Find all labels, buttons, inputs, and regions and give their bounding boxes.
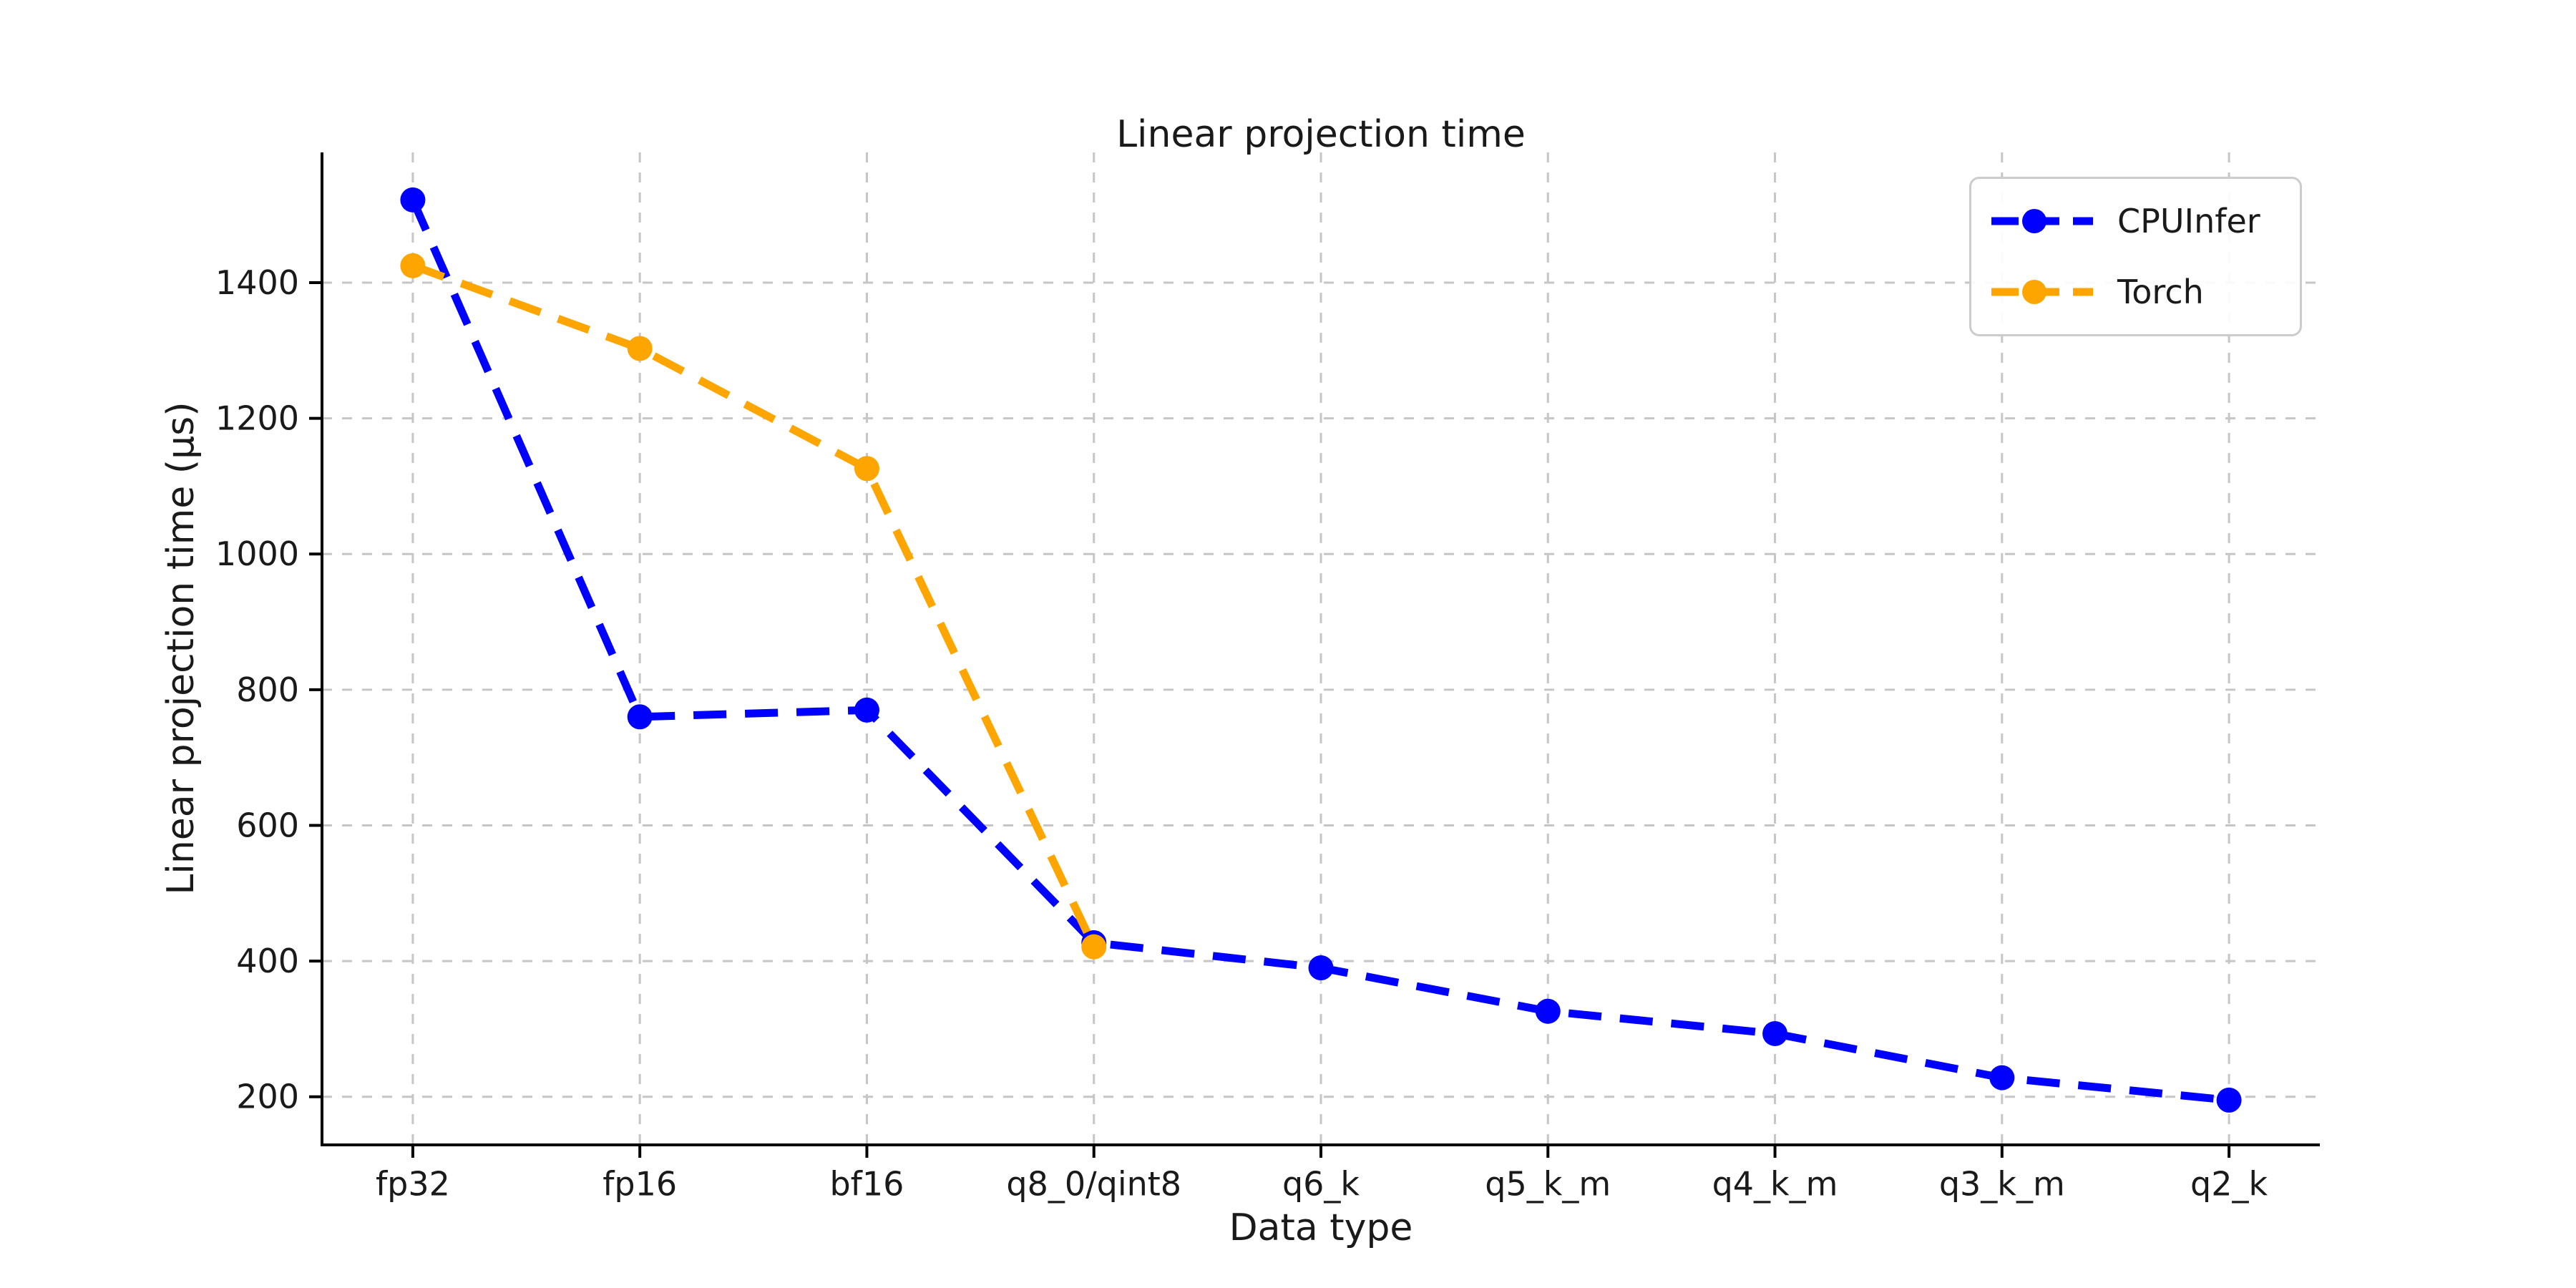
x-axis-label: Data type bbox=[1229, 1206, 1413, 1249]
data-point-cpuinfer bbox=[627, 704, 653, 730]
legend-label-torch: Torch bbox=[2117, 272, 2204, 311]
y-axis-label: Linear projection time (µs) bbox=[160, 401, 203, 895]
x-tick-label: q4_k_m bbox=[1712, 1164, 1838, 1203]
legend-label-cpuinfer: CPUInfer bbox=[2117, 202, 2260, 241]
data-point-torch bbox=[854, 456, 879, 482]
data-point-torch bbox=[1081, 934, 1107, 960]
y-tick-label: 1400 bbox=[215, 263, 299, 302]
x-tick-label: q8_0/qint8 bbox=[1006, 1164, 1181, 1203]
x-tick-label: q6_k bbox=[1282, 1164, 1360, 1203]
legend: CPUInfer Torch bbox=[1969, 177, 2302, 336]
y-tick-label: 1000 bbox=[215, 535, 299, 573]
data-point-cpuinfer bbox=[1762, 1021, 1788, 1047]
legend-item-cpuinfer: CPUInfer bbox=[1989, 202, 2293, 240]
data-point-cpuinfer bbox=[2216, 1087, 2242, 1113]
x-tick-label: fp32 bbox=[376, 1164, 450, 1203]
data-point-cpuinfer bbox=[854, 697, 879, 723]
y-tick-label: 1200 bbox=[215, 399, 299, 438]
series-line-torch bbox=[411, 262, 1098, 949]
x-tick-label: q3_k_m bbox=[1939, 1164, 2065, 1203]
legend-item-torch: Torch bbox=[1989, 273, 2293, 311]
y-tick-label: 600 bbox=[236, 806, 299, 844]
data-point-cpuinfer bbox=[1535, 998, 1561, 1024]
data-point-cpuinfer bbox=[1989, 1065, 2015, 1091]
y-tick-label: 800 bbox=[236, 670, 299, 709]
x-tick-label: q5_k_m bbox=[1485, 1164, 1611, 1203]
data-point-cpuinfer bbox=[400, 187, 426, 213]
y-tick-label: 200 bbox=[236, 1078, 299, 1116]
x-tick-label: q2_k bbox=[2190, 1164, 2268, 1203]
data-point-cpuinfer bbox=[1308, 955, 1334, 981]
legend-line-sample-cpuinfer bbox=[1991, 209, 2093, 234]
legend-line-sample-torch bbox=[1991, 279, 2093, 304]
x-tick-label: fp16 bbox=[602, 1164, 677, 1203]
data-point-torch bbox=[400, 253, 426, 278]
data-point-torch bbox=[627, 336, 653, 361]
y-tick-label: 400 bbox=[236, 942, 299, 980]
x-tick-label: bf16 bbox=[829, 1164, 904, 1203]
chart-title: Linear projection time bbox=[1116, 113, 1526, 156]
